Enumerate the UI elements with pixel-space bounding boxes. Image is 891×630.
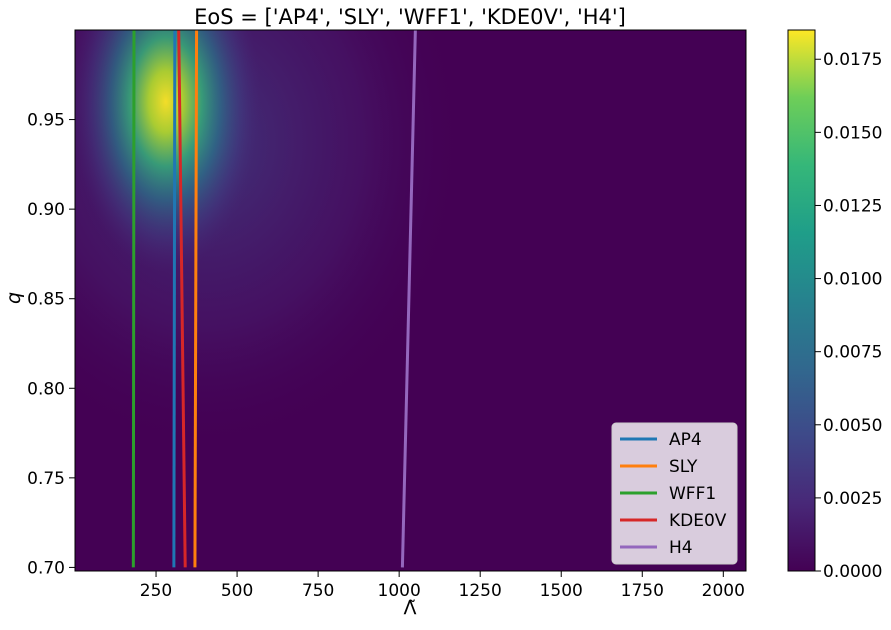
colorbar-tick-label: 0.0100 <box>823 270 882 290</box>
legend-label-sly: SLY <box>669 457 698 477</box>
colorbar: 0.0000 0.0025 0.0050 0.0075 0.0100 0.0125 0.01… <box>787 29 882 582</box>
heatmap-density-peak <box>75 30 261 272</box>
plot-frame <box>74 29 747 572</box>
y-tick-label: 0.75 <box>27 469 65 489</box>
y-tick-label: 0.85 <box>27 290 65 310</box>
x-tick-label: 1750 <box>621 581 664 601</box>
colorbar-tick-label: 0.0050 <box>823 416 882 436</box>
colorbar-tick-label: 0.0075 <box>823 343 882 363</box>
x-tick-label: 500 <box>221 581 253 601</box>
legend-box <box>611 422 738 565</box>
legend-label-kde0v: KDE0V <box>669 511 727 531</box>
y-tick-label: 0.90 <box>27 200 65 220</box>
legend: AP4 SLY WFF1 KDE0V H4 <box>611 422 738 565</box>
series-line-ap4 <box>172 30 177 568</box>
x-tick-label: 2000 <box>702 581 745 601</box>
x-tick-label: 1000 <box>378 581 421 601</box>
chart-title: EoS = ['AP4', 'SLY', 'WFF1', 'KDE0V', 'H… <box>194 5 626 29</box>
plot-area <box>75 30 746 571</box>
x-tick-label: 1250 <box>459 581 502 601</box>
series-line-wff1 <box>131 30 136 568</box>
x-tick-label: 250 <box>140 581 172 601</box>
colorbar-tick-label: 0.0025 <box>823 489 882 509</box>
y-tick-label: 0.70 <box>27 558 65 578</box>
colorbar-tick-label: 0.0000 <box>823 562 882 582</box>
legend-label-ap4: AP4 <box>669 430 702 450</box>
colorbar-tick-label: 0.0125 <box>823 196 882 216</box>
y-tick-label: 0.95 <box>27 111 65 131</box>
series-line-h4 <box>400 30 417 568</box>
colorbar-gradient <box>787 29 816 572</box>
series-line-kde0v <box>177 30 187 568</box>
y-axis: 0.70 0.75 0.80 0.85 0.90 0.95 <box>27 111 75 578</box>
x-tick-label: 750 <box>302 581 334 601</box>
y-tick-label: 0.80 <box>27 379 65 399</box>
y-axis-label: q <box>3 292 25 304</box>
x-axis-label: Λ̃ <box>404 597 417 619</box>
x-tick-label: 1500 <box>540 581 583 601</box>
series-line-sly <box>193 30 199 568</box>
legend-label-wff1: WFF1 <box>669 484 716 504</box>
x-axis: 250 500 750 1000 1250 1500 1750 2000 <box>140 571 745 601</box>
legend-label-h4: H4 <box>669 538 693 558</box>
colorbar-tick-label: 0.0175 <box>823 50 882 70</box>
colorbar-tick-label: 0.0150 <box>823 123 882 143</box>
